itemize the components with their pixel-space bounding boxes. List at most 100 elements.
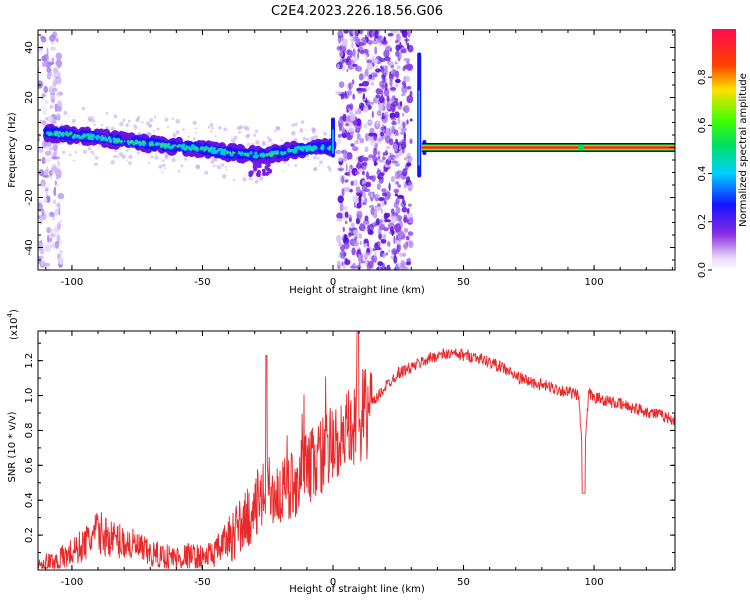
noise-speckle — [378, 159, 385, 163]
noise-speckle — [337, 156, 343, 163]
noise-speckle — [51, 31, 58, 38]
noise-dot — [81, 106, 86, 111]
noise-dot — [258, 176, 264, 181]
noise-speckle — [352, 120, 358, 126]
snr-frame — [37, 330, 676, 571]
track-mark — [179, 144, 184, 148]
colorbar-tick-label: 0.4 — [697, 166, 708, 182]
noise-speckle — [391, 215, 398, 224]
track-mark — [167, 143, 170, 146]
track-mark — [71, 135, 75, 139]
spectral-track — [43, 52, 427, 178]
noise-dot — [145, 121, 151, 126]
noise-speckle — [379, 219, 383, 224]
noise-speckle — [350, 180, 355, 186]
noise-speckle — [54, 240, 60, 249]
track-mark — [252, 154, 256, 159]
noise-speckle — [376, 183, 381, 191]
heatmap-ytick-label: -40 — [24, 239, 35, 255]
noise-speckle — [346, 109, 349, 113]
noise-dot — [187, 135, 190, 138]
noise-dot — [224, 165, 227, 168]
noise-dot — [262, 140, 265, 144]
noise-dot — [126, 159, 129, 162]
noise-speckle — [403, 57, 411, 62]
noise-speckle — [385, 212, 391, 218]
noise-speckle — [45, 191, 48, 197]
noise-speckle — [44, 157, 51, 163]
noise-dot — [54, 114, 58, 118]
noise-speckle — [51, 73, 57, 79]
noise-dot — [225, 168, 228, 171]
noise-speckle — [375, 65, 379, 69]
noise-speckle — [394, 111, 400, 118]
noise-speckle — [405, 261, 412, 266]
noise-dot — [68, 153, 72, 157]
noise-speckle — [348, 169, 351, 177]
noise-speckle — [345, 220, 348, 224]
noise-dot — [113, 114, 118, 119]
noise-speckle — [38, 146, 44, 154]
noise-speckle — [40, 35, 45, 40]
noise-speckle — [344, 211, 349, 218]
noise-speckle — [52, 144, 58, 152]
noise-speckle — [56, 37, 59, 43]
noise-speckle — [406, 119, 409, 125]
noise-dot — [312, 130, 316, 134]
noise-dot — [121, 154, 126, 160]
track-mark — [262, 172, 267, 176]
noise-speckle — [44, 150, 52, 156]
noise-speckle — [406, 85, 412, 90]
noise-speckle — [352, 48, 356, 58]
track-mark — [217, 148, 221, 152]
noise-dot — [161, 159, 165, 163]
noise-dot — [148, 124, 152, 128]
noise-speckle — [363, 188, 371, 193]
noise-speckle — [52, 78, 59, 86]
noise-speckle — [41, 140, 48, 149]
noise-dot — [90, 150, 95, 155]
noise-dot — [247, 142, 250, 146]
noise-speckle — [46, 67, 52, 73]
noise-speckle — [390, 117, 397, 121]
noise-speckle — [344, 90, 347, 98]
track-mark — [264, 165, 269, 170]
noise-speckle — [381, 112, 385, 117]
noise-speckle — [42, 174, 49, 178]
noise-dot — [158, 164, 163, 169]
noise-speckle — [408, 220, 414, 224]
noise-speckle — [364, 215, 369, 222]
noise-speckle — [378, 155, 381, 160]
snr-ytick-label: 0.2 — [24, 527, 35, 543]
noise-dot — [153, 115, 157, 119]
noise-speckle — [38, 199, 43, 203]
noise-speckle — [46, 226, 51, 234]
noise-speckle — [394, 240, 401, 245]
noise-dot — [162, 164, 166, 167]
track-mark — [254, 151, 258, 155]
noise-speckle — [360, 105, 364, 112]
noise-speckle — [340, 250, 346, 259]
noise-dot — [210, 130, 213, 133]
noise-speckle — [389, 30, 397, 34]
noise-speckle — [391, 143, 399, 152]
noise-speckle — [354, 171, 360, 175]
noise-speckle — [405, 235, 410, 241]
noise-dot — [195, 164, 201, 170]
track-mark — [119, 139, 123, 144]
noise-speckle — [372, 155, 378, 163]
noise-speckle — [381, 40, 388, 46]
noise-speckle — [384, 219, 392, 223]
noise-speckle — [352, 93, 356, 100]
noise-speckle — [380, 66, 385, 73]
noise-speckle — [369, 204, 375, 209]
noise-speckle — [57, 256, 64, 265]
noise-speckle — [52, 241, 55, 250]
noise-speckle — [391, 120, 397, 126]
track-mark — [314, 145, 318, 150]
noise-speckle — [394, 61, 398, 65]
noise-speckle — [380, 208, 383, 214]
track-mark — [252, 164, 257, 169]
noise-speckle — [382, 152, 385, 158]
noise-speckle — [41, 55, 47, 62]
